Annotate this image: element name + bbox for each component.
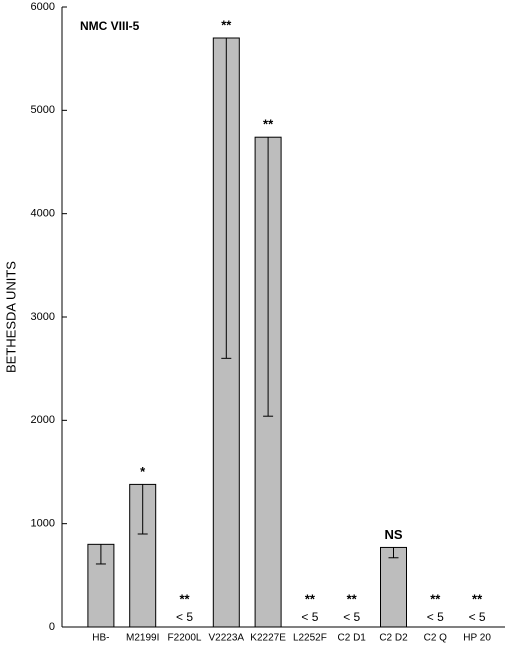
x-tick-label: L2252F xyxy=(293,633,327,644)
y-tick-label: 3000 xyxy=(31,311,55,323)
y-tick-label: 4000 xyxy=(31,208,55,220)
significance-label: ** xyxy=(472,591,483,606)
significance-label: ** xyxy=(430,591,441,606)
value-label: < 5 xyxy=(301,610,318,624)
value-label: < 5 xyxy=(427,610,444,624)
significance-label: ** xyxy=(305,591,316,606)
x-tick-label: C2 Q xyxy=(424,633,448,644)
x-tick-label: V2223A xyxy=(209,633,245,644)
x-tick-label: F2200L xyxy=(168,633,202,644)
significance-label: NS xyxy=(384,527,402,542)
value-label: < 5 xyxy=(469,610,486,624)
x-tick-label: K2227E xyxy=(250,633,286,644)
bar xyxy=(380,546,407,628)
y-tick-label: 1000 xyxy=(31,518,55,530)
x-tick-label: HB- xyxy=(92,633,109,644)
x-tick-label: M2199I xyxy=(126,633,159,644)
significance-label: ** xyxy=(221,17,232,32)
y-tick-label: 6000 xyxy=(31,1,55,13)
x-tick-label: C2 D1 xyxy=(338,633,367,644)
x-tick-label: HP 20 xyxy=(463,633,491,644)
value-label: < 5 xyxy=(343,610,360,624)
value-label: < 5 xyxy=(176,610,193,624)
significance-label: * xyxy=(140,464,146,479)
annotation: NMC VIII-5 xyxy=(80,19,140,33)
y-tick-label: 2000 xyxy=(31,414,55,426)
y-tick-label: 0 xyxy=(49,621,55,633)
significance-label: ** xyxy=(263,117,274,132)
x-tick-label: C2 D2 xyxy=(379,633,408,644)
y-axis-label: BETHESDA UNITS xyxy=(3,261,18,373)
y-tick-label: 5000 xyxy=(31,104,55,116)
significance-label: ** xyxy=(347,591,358,606)
significance-label: ** xyxy=(179,591,190,606)
